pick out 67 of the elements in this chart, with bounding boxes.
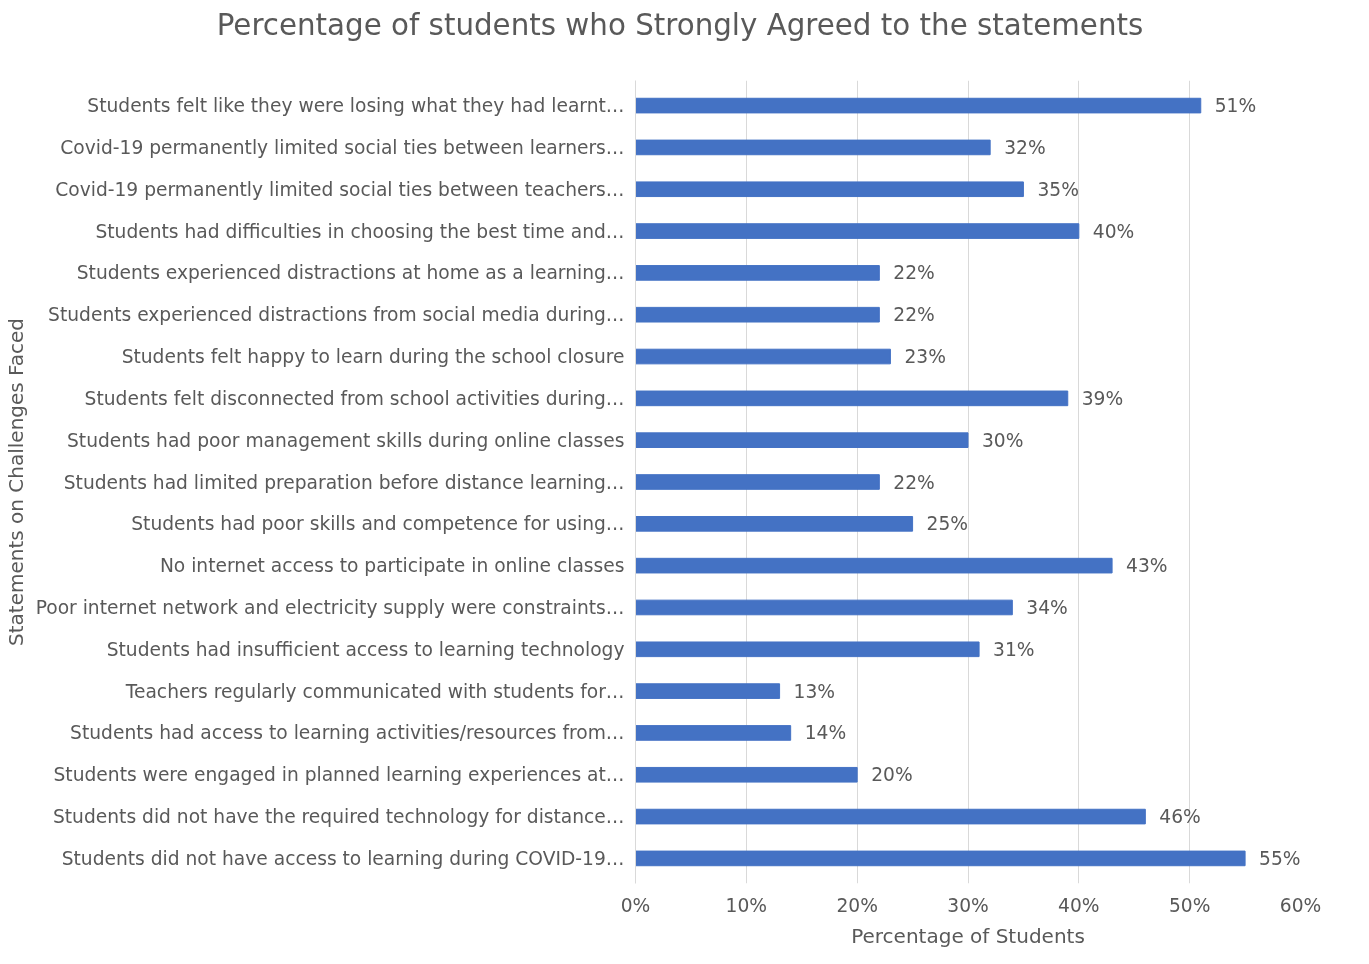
y-tick-label: Poor internet network and electricity supply were constraints… bbox=[35, 596, 625, 618]
y-tick-label: Covid-19 permanently limited social ties between learners… bbox=[60, 136, 625, 158]
bar bbox=[635, 808, 1146, 825]
y-tick-label: Students were engaged in planned learning experiences at… bbox=[53, 764, 625, 786]
y-tick-label: Students had poor management skills during online classes bbox=[67, 429, 625, 451]
data-label: 31% bbox=[993, 638, 1035, 660]
y-tick-label: Students had access to learning activities/resources from… bbox=[70, 722, 625, 744]
bar bbox=[635, 139, 991, 156]
y-tick-label: Students felt happy to learn during the school closure bbox=[121, 346, 625, 368]
bar bbox=[635, 683, 781, 699]
y-tick-label: Students felt like they were losing what they had learnt… bbox=[87, 95, 625, 117]
data-label: 35% bbox=[1037, 178, 1079, 200]
bar bbox=[635, 348, 891, 365]
x-tick-label: 20% bbox=[836, 894, 878, 916]
data-label: 22% bbox=[893, 471, 935, 493]
x-tick-label: 60% bbox=[1279, 894, 1322, 916]
x-tick-label: 30% bbox=[947, 894, 989, 916]
bar bbox=[635, 725, 792, 741]
data-label: 30% bbox=[982, 429, 1024, 451]
x-tick-label: 10% bbox=[725, 894, 768, 916]
x-tick-label: 40% bbox=[1058, 894, 1100, 916]
bar bbox=[635, 474, 880, 490]
bar bbox=[635, 766, 858, 783]
y-tick-label: No internet access to participate in online classes bbox=[159, 555, 625, 577]
bar bbox=[635, 306, 880, 323]
bar bbox=[635, 557, 1113, 574]
bar bbox=[635, 97, 1202, 114]
data-label: 39% bbox=[1081, 387, 1124, 409]
y-tick-label: Students had limited preparation before distance learning… bbox=[63, 471, 625, 493]
bar bbox=[635, 223, 1080, 239]
data-label: 22% bbox=[893, 262, 935, 284]
bar bbox=[635, 390, 1069, 407]
x-tick-label: 0% bbox=[620, 894, 651, 916]
y-tick-label: Covid-19 permanently limited social ties between teachers… bbox=[55, 178, 625, 200]
data-label: 20% bbox=[871, 764, 913, 786]
bar bbox=[635, 265, 880, 281]
y-tick-label: Students did not have access to learning during COVID-19… bbox=[61, 847, 625, 869]
bar bbox=[635, 181, 1024, 198]
y-tick-label: Students had insufficient access to learning technology bbox=[106, 638, 625, 660]
data-label: 51% bbox=[1214, 95, 1257, 117]
data-label: 25% bbox=[926, 513, 969, 535]
bar bbox=[635, 516, 914, 532]
data-label: 23% bbox=[904, 346, 946, 368]
data-label: 22% bbox=[893, 304, 935, 326]
y-axis-title: Statements on Challenges Faced bbox=[3, 318, 28, 646]
y-tick-label: Students felt disconnected from school activities during… bbox=[84, 387, 625, 409]
data-label: 34% bbox=[1026, 596, 1068, 618]
bar bbox=[635, 850, 1246, 867]
bar bbox=[635, 432, 969, 448]
x-axis-title: Percentage of Students bbox=[851, 923, 1085, 948]
x-tick-label: 50% bbox=[1168, 894, 1211, 916]
data-label: 55% bbox=[1259, 847, 1301, 869]
data-label: 46% bbox=[1159, 806, 1201, 828]
y-tick-label: Students did not have the required technology for distance… bbox=[52, 806, 625, 828]
data-label: 40% bbox=[1092, 220, 1135, 242]
bar bbox=[635, 599, 1013, 616]
y-tick-label: Students had poor skills and competence for using… bbox=[131, 513, 625, 535]
data-label: 14% bbox=[804, 722, 847, 744]
y-tick-label: Students experienced distractions at home as a learning… bbox=[76, 262, 625, 284]
bar bbox=[635, 641, 980, 658]
data-label: 13% bbox=[793, 680, 836, 702]
y-tick-label: Students experienced distractions from social media during… bbox=[48, 304, 625, 326]
y-tick-label: Teachers regularly communicated with students for… bbox=[124, 680, 625, 702]
chart-title: Percentage of students who Strongly Agreed to the statements bbox=[216, 7, 1144, 44]
y-tick-label: Students had difficulties in choosing the best time and… bbox=[95, 220, 625, 242]
data-label: 32% bbox=[1004, 136, 1046, 158]
data-label: 43% bbox=[1126, 555, 1168, 577]
